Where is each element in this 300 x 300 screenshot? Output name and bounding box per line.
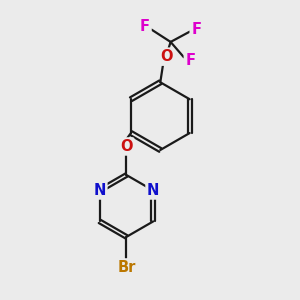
- Text: F: F: [191, 22, 201, 37]
- Text: N: N: [147, 183, 159, 198]
- Text: F: F: [185, 53, 195, 68]
- Text: Br: Br: [117, 260, 136, 275]
- Text: O: O: [120, 139, 133, 154]
- Text: N: N: [94, 183, 106, 198]
- Text: F: F: [140, 19, 150, 34]
- Text: O: O: [160, 49, 172, 64]
